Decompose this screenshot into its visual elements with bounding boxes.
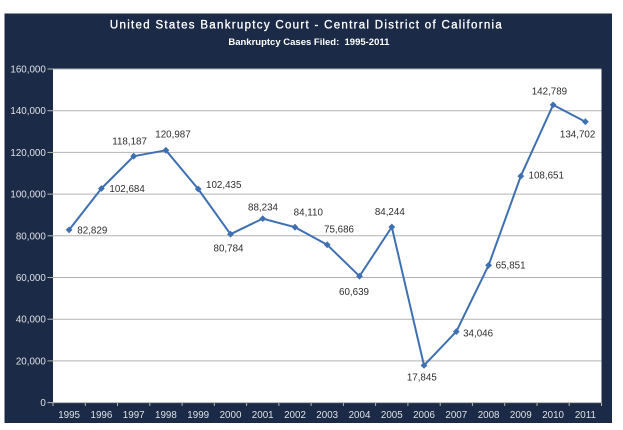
svg-text:140,000: 140,000: [10, 106, 46, 117]
svg-text:142,789: 142,789: [532, 86, 567, 97]
svg-text:82,829: 82,829: [77, 225, 107, 236]
svg-text:2010: 2010: [542, 410, 564, 421]
svg-text:20,000: 20,000: [16, 356, 47, 367]
svg-text:100,000: 100,000: [10, 190, 46, 201]
svg-text:80,784: 80,784: [214, 244, 245, 255]
svg-text:2006: 2006: [413, 410, 435, 421]
svg-text:118,187: 118,187: [112, 136, 147, 147]
svg-text:84,244: 84,244: [375, 207, 406, 218]
svg-text:75,686: 75,686: [324, 224, 355, 235]
svg-text:2003: 2003: [316, 410, 338, 421]
svg-text:2008: 2008: [478, 410, 500, 421]
svg-text:United States Bankruptcy Court: United States Bankruptcy Court - Central…: [110, 20, 503, 32]
svg-text:80,000: 80,000: [16, 231, 47, 242]
svg-text:2001: 2001: [252, 410, 274, 421]
svg-text:60,639: 60,639: [339, 287, 369, 298]
svg-text:2007: 2007: [445, 410, 467, 421]
svg-text:84,110: 84,110: [294, 207, 324, 218]
svg-text:102,435: 102,435: [206, 180, 242, 191]
svg-text:1996: 1996: [91, 410, 113, 421]
svg-text:1995: 1995: [58, 410, 80, 421]
svg-text:2005: 2005: [381, 410, 403, 421]
svg-text:88,234: 88,234: [248, 203, 279, 214]
svg-text:102,684: 102,684: [109, 184, 145, 195]
svg-text:2002: 2002: [284, 410, 306, 421]
svg-text:2011: 2011: [575, 410, 596, 421]
svg-text:34,046: 34,046: [463, 329, 494, 340]
svg-text:2004: 2004: [349, 410, 371, 421]
svg-text:0: 0: [40, 398, 46, 409]
svg-text:120,000: 120,000: [10, 148, 46, 159]
svg-text:2009: 2009: [510, 410, 532, 421]
svg-text:Bankruptcy Cases Filed: 1995-: Bankruptcy Cases Filed: 1995-2011: [228, 37, 390, 48]
svg-text:40,000: 40,000: [16, 315, 47, 326]
svg-text:160,000: 160,000: [10, 64, 46, 75]
svg-text:1999: 1999: [187, 410, 209, 421]
svg-text:17,845: 17,845: [407, 373, 438, 384]
svg-text:134,702: 134,702: [560, 130, 595, 141]
svg-text:60,000: 60,000: [16, 273, 47, 284]
svg-text:2000: 2000: [220, 410, 242, 421]
svg-text:108,651: 108,651: [529, 171, 564, 182]
svg-text:1998: 1998: [155, 410, 177, 421]
svg-text:1997: 1997: [123, 410, 145, 421]
svg-text:65,851: 65,851: [496, 261, 526, 272]
svg-text:120,987: 120,987: [155, 130, 190, 141]
